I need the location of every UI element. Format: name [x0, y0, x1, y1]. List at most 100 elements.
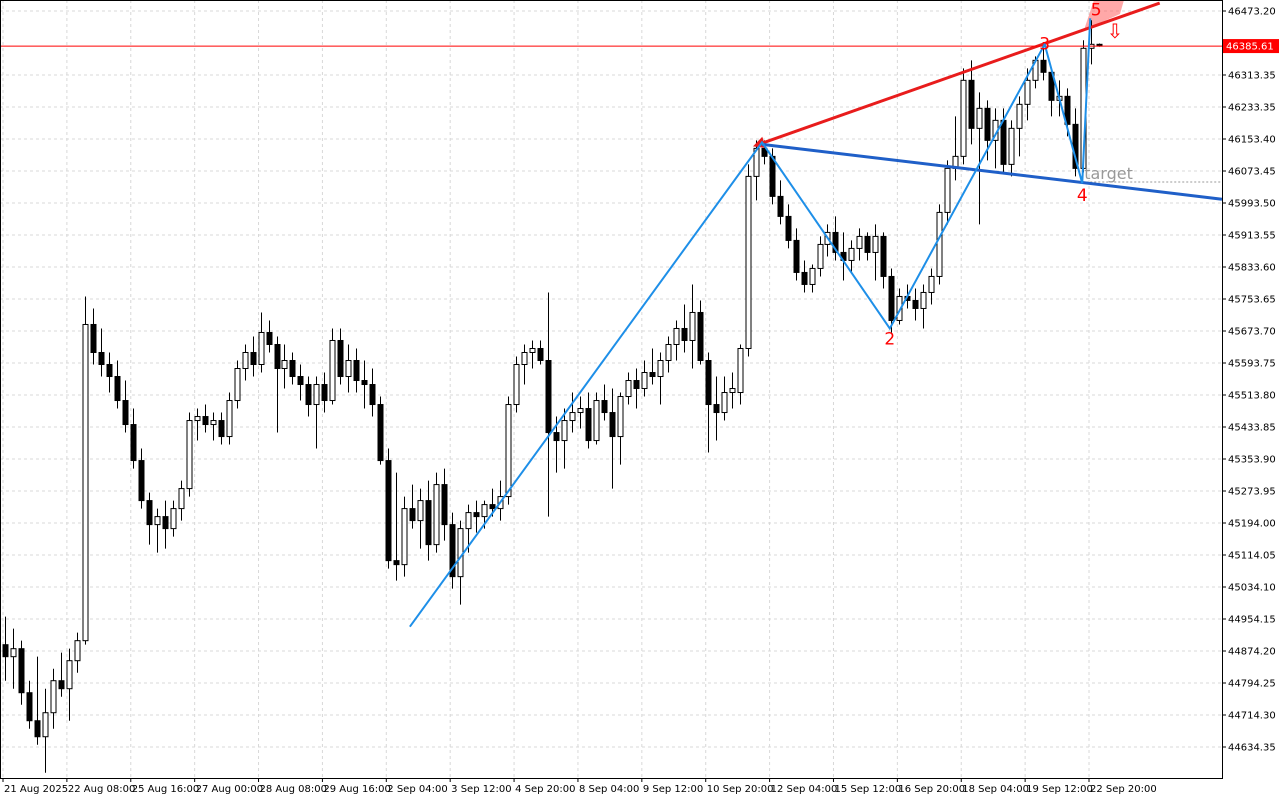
- y-tick-label: 46153.40: [1228, 135, 1276, 146]
- candle-body: [529, 347, 536, 353]
- candle-body: [681, 327, 688, 341]
- candle-body: [984, 107, 991, 141]
- candle-body: [1040, 59, 1047, 73]
- candle-body: [665, 343, 672, 362]
- x-tick-label: 27 Aug 00:00: [196, 784, 263, 795]
- x-tick-label: 25 Aug 16:00: [132, 784, 199, 795]
- target-zone: [1084, 0, 1124, 30]
- candle-body: [50, 680, 57, 714]
- candle-body: [601, 400, 608, 414]
- y-tick-label: 45353.90: [1228, 455, 1276, 466]
- candle-body: [737, 347, 744, 394]
- candle-body: [34, 720, 41, 738]
- candle-body: [609, 412, 616, 438]
- trendline: [761, 142, 1223, 201]
- x-tick-label: 16 Sep 20:00: [898, 784, 965, 795]
- candle-body: [218, 420, 225, 438]
- wave-label: 3: [1039, 34, 1050, 54]
- candle-body: [673, 327, 680, 345]
- x-tick-label: 19 Sep 12:00: [1026, 784, 1093, 795]
- y-tick-label: 46073.45: [1228, 167, 1276, 178]
- y-tick-label: 45993.50: [1228, 199, 1276, 210]
- candle-body: [433, 484, 440, 546]
- candle-body: [66, 660, 73, 690]
- candle-body: [329, 339, 336, 402]
- candle-body: [369, 384, 376, 406]
- candle-body: [202, 416, 209, 426]
- x-tick-label: 22 Aug 08:00: [68, 784, 135, 795]
- y-tick-label: 46313.35: [1228, 70, 1276, 81]
- candle-body: [577, 408, 584, 414]
- candle-body: [848, 247, 855, 261]
- x-tick-label: 29 Aug 16:00: [323, 784, 390, 795]
- y-tick-label: 45673.70: [1228, 327, 1276, 338]
- candle-body: [561, 420, 568, 442]
- candle-body: [769, 155, 776, 197]
- candle-body: [729, 388, 736, 394]
- candle-body: [960, 79, 967, 157]
- x-tick-label: 2 Sep 04:00: [387, 784, 447, 795]
- candle-body: [321, 384, 328, 402]
- candle-body: [457, 528, 464, 578]
- candle-body: [106, 364, 113, 378]
- y-tick-label: 46473.20: [1228, 7, 1276, 18]
- candle-body: [385, 460, 392, 562]
- zigzag: [409, 18, 1092, 628]
- candle-body: [864, 235, 871, 253]
- candle-body: [425, 500, 432, 546]
- x-tick-label: 10 Sep 20:00: [707, 784, 774, 795]
- candle-body: [26, 692, 33, 722]
- candle-body: [186, 420, 193, 490]
- candle-body: [649, 372, 656, 378]
- candle-body: [250, 351, 257, 366]
- candle-body: [801, 271, 808, 285]
- x-tick-label: 15 Sep 12:00: [834, 784, 901, 795]
- candle-body: [122, 400, 129, 426]
- y-tick-label: 46233.35: [1228, 103, 1276, 114]
- candle-body: [585, 408, 592, 442]
- candle-body: [489, 504, 496, 510]
- y-tick-label: 45593.75: [1228, 359, 1276, 370]
- x-tick-label: 12 Sep 04:00: [771, 784, 838, 795]
- candle-body: [114, 376, 121, 402]
- candle-body: [146, 500, 153, 526]
- candle-body: [465, 512, 472, 530]
- candle-body: [58, 680, 65, 690]
- candle-body: [617, 396, 624, 438]
- price-label-box: [1223, 39, 1279, 54]
- y-tick-label: 45273.95: [1228, 487, 1276, 498]
- candle-body: [234, 368, 241, 402]
- candle-body: [98, 351, 105, 366]
- candle-body: [194, 416, 201, 422]
- candle-body: [449, 524, 456, 578]
- x-tick-label: 21 Aug 2025: [4, 784, 68, 795]
- candle-body: [18, 648, 25, 694]
- candle-body: [409, 508, 416, 522]
- candle-body: [130, 424, 137, 462]
- candle-body: [745, 175, 752, 349]
- trendline: [752, 1, 1161, 149]
- candle-body: [170, 508, 177, 530]
- candle-body: [944, 167, 951, 213]
- candle-body: [968, 79, 975, 129]
- candle-body: [2, 644, 9, 658]
- candle-body: [705, 360, 712, 406]
- candle-body: [417, 500, 424, 522]
- target-label: target: [1084, 164, 1133, 183]
- candle-body: [1008, 127, 1015, 165]
- candle-body: [761, 147, 768, 157]
- candle-body: [210, 420, 217, 426]
- signal-arrow: ⇩: [1107, 19, 1124, 43]
- wave-label: 5: [1091, 0, 1102, 20]
- candle-body: [162, 516, 169, 530]
- x-tick-label: 4 Sep 20:00: [515, 784, 575, 795]
- candle-body: [401, 508, 408, 566]
- axis: 46473.20 46313.35 46233.35 46153.40 46073.45…: [2, 7, 1279, 795]
- candle-body: [817, 243, 824, 269]
- candle-body: [289, 360, 296, 378]
- candle-body: [82, 323, 89, 642]
- price-label: 46385.61: [1226, 42, 1274, 53]
- candle-body: [593, 400, 600, 442]
